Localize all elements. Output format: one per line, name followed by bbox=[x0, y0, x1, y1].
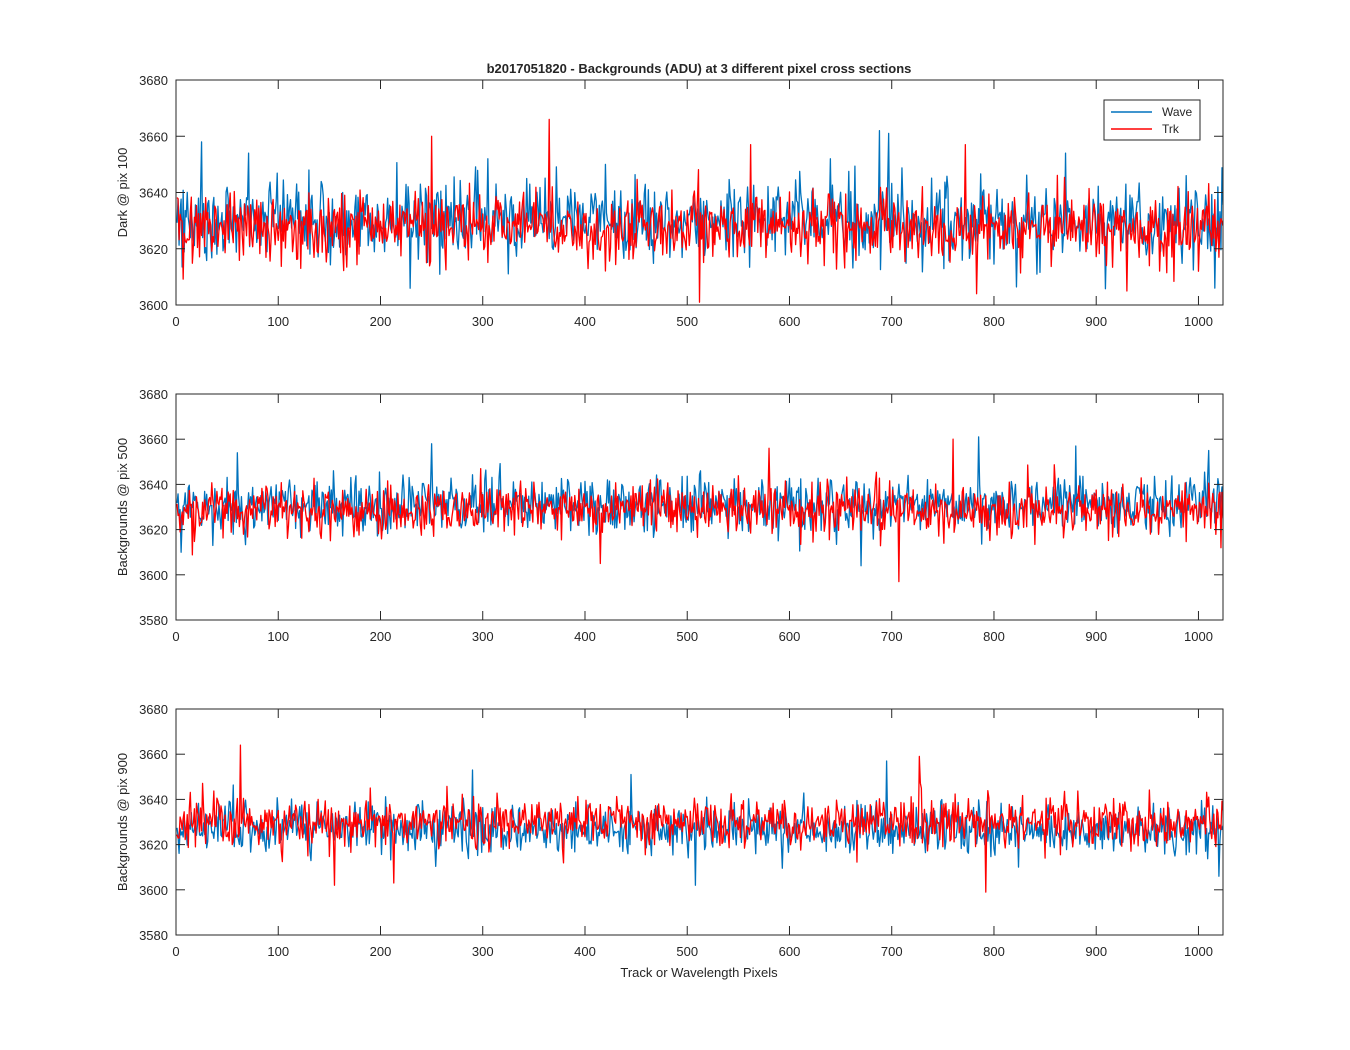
x-tick-label: 400 bbox=[574, 944, 596, 959]
x-tick-label: 700 bbox=[881, 314, 903, 329]
figure-title: b2017051820 - Backgrounds (ADU) at 3 dif… bbox=[487, 61, 912, 76]
y-tick-label: 3640 bbox=[139, 792, 168, 807]
x-tick-label: 100 bbox=[267, 944, 289, 959]
legend-box bbox=[1103, 99, 1201, 141]
x-axis-label: Track or Wavelength Pixels bbox=[620, 965, 778, 980]
x-tick-label: 0 bbox=[172, 944, 179, 959]
x-tick-label: 500 bbox=[676, 944, 698, 959]
x-tick-label: 900 bbox=[1085, 944, 1107, 959]
x-tick-label: 700 bbox=[881, 944, 903, 959]
x-tick-label: 500 bbox=[676, 629, 698, 644]
axes-box bbox=[175, 708, 1224, 936]
x-tick-label: 800 bbox=[983, 629, 1005, 644]
x-tick-label: 1000 bbox=[1184, 629, 1213, 644]
x-tick-label: 400 bbox=[574, 314, 596, 329]
x-tick-label: 800 bbox=[983, 944, 1005, 959]
x-tick-label: 900 bbox=[1085, 629, 1107, 644]
y-tick-label: 3620 bbox=[139, 242, 168, 257]
y-axis-label: Dark @ pix 100 bbox=[115, 148, 130, 238]
y-tick-label: 3620 bbox=[139, 523, 168, 538]
axes-box bbox=[175, 393, 1224, 621]
y-tick-label: 3600 bbox=[139, 298, 168, 313]
subplot-3: 0 100 200 300 400 500 600 700 800 900 1000 3580 3600… bbox=[115, 702, 1224, 959]
y-tick-label: 3620 bbox=[139, 838, 168, 853]
x-tick-label: 800 bbox=[983, 314, 1005, 329]
subplot-1: 0 100 200 300 400 500 600 700 800 900 1000 3600 3620… bbox=[115, 73, 1224, 329]
x-tick-label: 0 bbox=[172, 314, 179, 329]
y-tick-label: 3640 bbox=[139, 186, 168, 201]
x-tick-label: 1000 bbox=[1184, 314, 1213, 329]
legend-label-wave: Wave bbox=[1162, 105, 1193, 119]
x-tick-label: 600 bbox=[779, 944, 801, 959]
y-tick-label: 3580 bbox=[139, 928, 168, 943]
x-tick-label: 100 bbox=[267, 629, 289, 644]
x-tick-label: 300 bbox=[472, 314, 494, 329]
x-tick-label: 600 bbox=[779, 314, 801, 329]
subplot-2: 0 100 200 300 400 500 600 700 800 900 1000 3580 3600… bbox=[115, 387, 1224, 644]
y-tick-label: 3680 bbox=[139, 387, 168, 402]
x-tick-label: 400 bbox=[574, 629, 596, 644]
y-tick-label: 3660 bbox=[139, 432, 168, 447]
y-tick-label: 3580 bbox=[139, 613, 168, 628]
series-line-trk bbox=[176, 438, 1223, 583]
y-tick-label: 3680 bbox=[139, 702, 168, 717]
x-tick-label: 700 bbox=[881, 629, 903, 644]
subplot-panels: 0 100 200 300 400 500 600 700 800 900 100036003620… bbox=[115, 73, 1224, 959]
y-tick-label: 3680 bbox=[139, 73, 168, 88]
series-line-trk bbox=[176, 744, 1223, 893]
series-line-trk bbox=[176, 118, 1223, 303]
x-tick-label: 200 bbox=[370, 629, 392, 644]
y-tick-label: 3640 bbox=[139, 477, 168, 492]
x-tick-label: 300 bbox=[472, 944, 494, 959]
x-tick-label: 100 bbox=[267, 314, 289, 329]
y-tick-label: 3660 bbox=[139, 747, 168, 762]
legend-label-trk: Trk bbox=[1162, 122, 1180, 136]
y-tick-label: 3600 bbox=[139, 568, 168, 583]
y-tick-label: 3660 bbox=[139, 129, 168, 144]
x-tick-label: 900 bbox=[1085, 314, 1107, 329]
legend: Wave Trk bbox=[1103, 99, 1201, 141]
x-tick-label: 300 bbox=[472, 629, 494, 644]
x-tick-label: 500 bbox=[676, 314, 698, 329]
y-tick-label: 3600 bbox=[139, 883, 168, 898]
x-tick-label: 200 bbox=[370, 314, 392, 329]
x-tick-label: 600 bbox=[779, 629, 801, 644]
y-axis-label: Backgrounds @ pix 500 bbox=[115, 438, 130, 576]
x-tick-label: 200 bbox=[370, 944, 392, 959]
y-axis-label: Backgrounds @ pix 900 bbox=[115, 753, 130, 891]
x-tick-label: 1000 bbox=[1184, 944, 1213, 959]
x-tick-label: 0 bbox=[172, 629, 179, 644]
